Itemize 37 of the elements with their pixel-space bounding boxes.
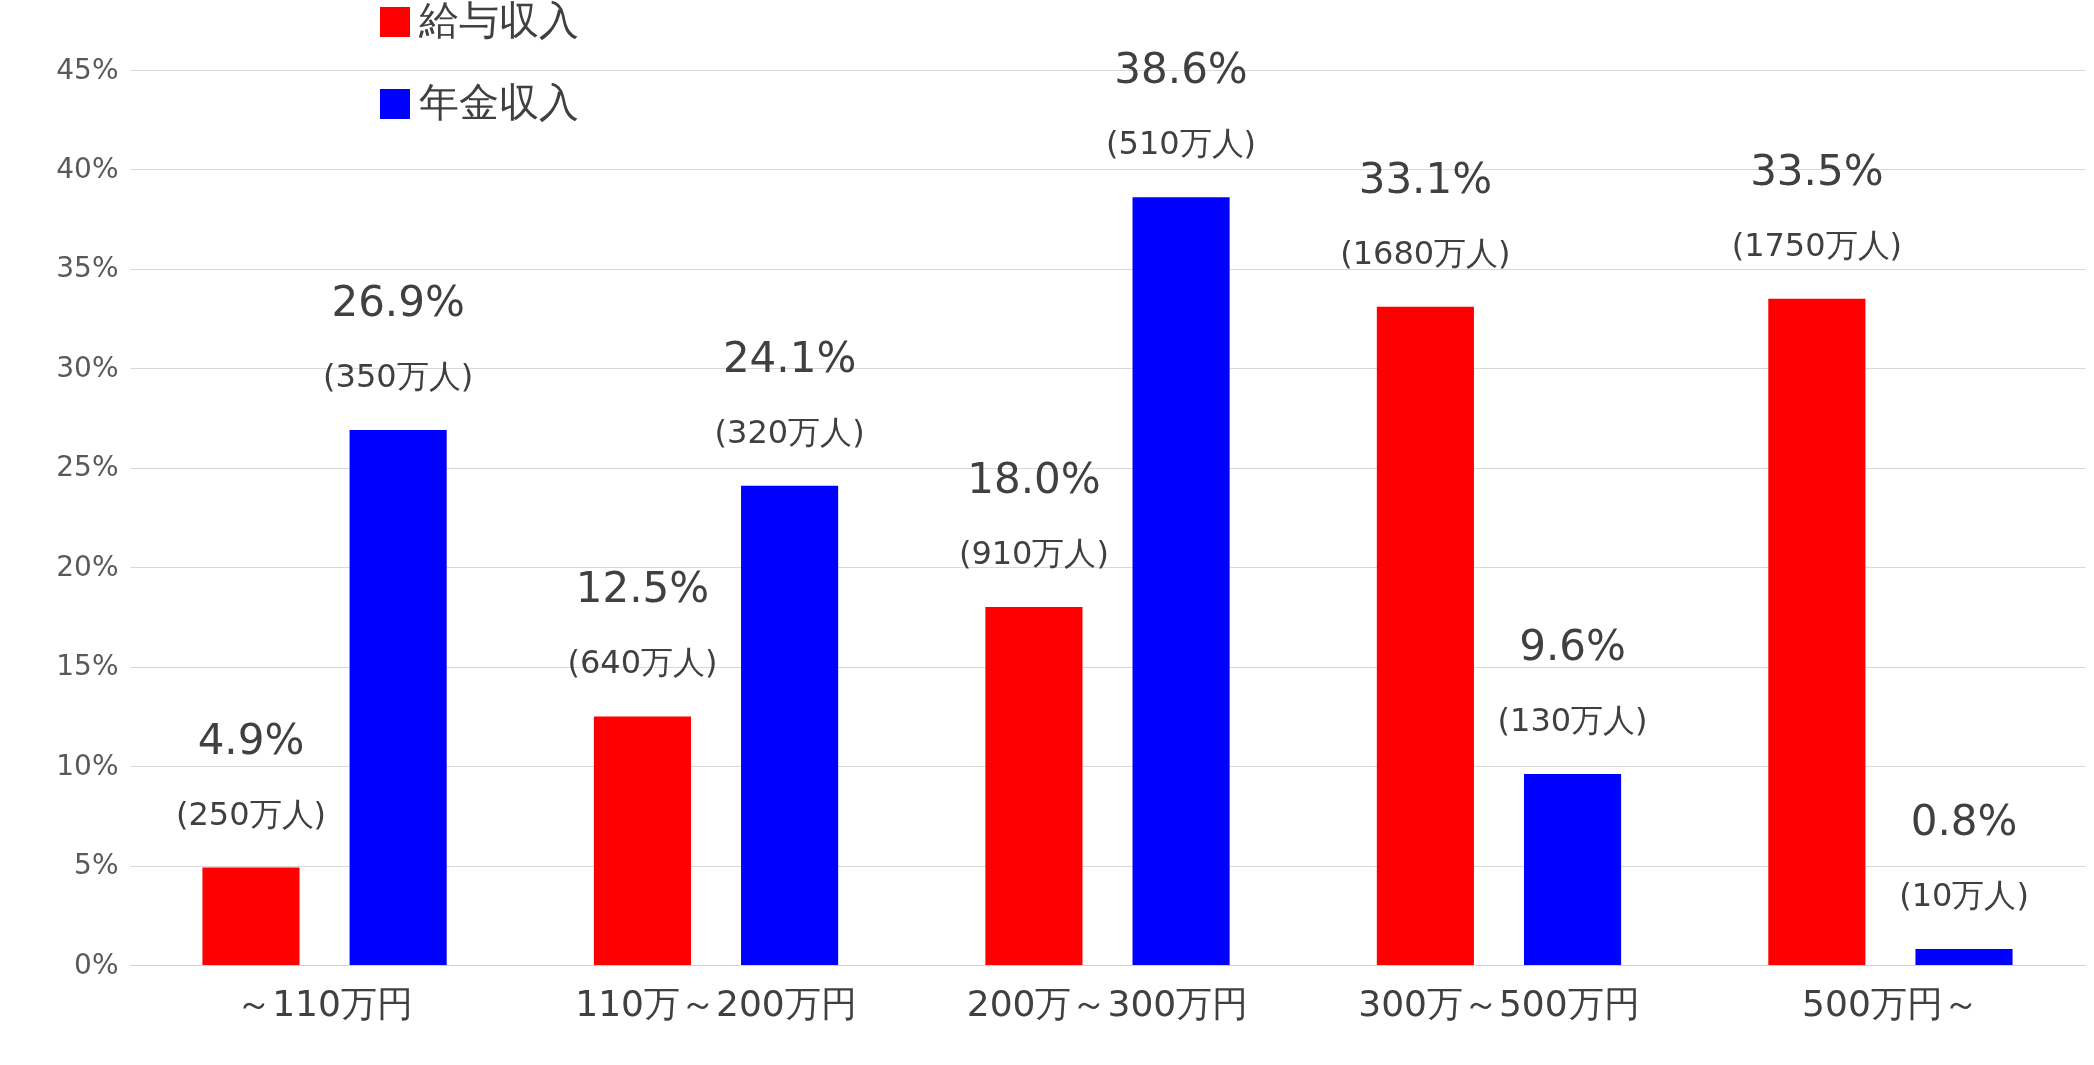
bar (202, 867, 300, 965)
text: 0.8% (10万人) (1899, 796, 2029, 915)
bar (1523, 774, 1622, 965)
text: 18.0% (910万人) (958, 454, 1109, 572)
y-tick-label: 15% (56, 649, 119, 683)
bar (1132, 197, 1230, 965)
y-tick-label: 30% (56, 350, 119, 384)
x-tick-label: 200万～300万円 (966, 982, 1249, 1024)
y-tick-label: 25% (56, 450, 119, 484)
y-tick-label: 20% (56, 549, 119, 583)
text: 26.9% (350万人) (323, 276, 474, 395)
y-tick-label: 10% (56, 748, 119, 782)
bar (349, 429, 447, 965)
text: 33.5% (1750万人) (1731, 145, 1903, 264)
text: 12.5% (640万人) (567, 563, 718, 682)
x-tick-label: 300万～500万円 (1358, 982, 1640, 1024)
bar (985, 607, 1083, 965)
y-tick-label: 40% (56, 151, 119, 185)
bar (1915, 949, 2013, 965)
text: 33.1% (1680万人) (1340, 153, 1511, 272)
x-tick-label: ～110万円 (236, 982, 413, 1024)
text: 4.9% (250万人) (175, 714, 327, 833)
legend-label: 年金収入 (419, 79, 579, 125)
bar (741, 485, 839, 965)
x-tick-label: 500万円～ (1802, 982, 1979, 1024)
y-tick-label: 0% (74, 947, 119, 981)
text: 24.1% (320万人) (714, 332, 865, 451)
legend-label: 給与収入 (418, 0, 579, 43)
y-tick-label: 45% (56, 52, 119, 86)
bar (1768, 298, 1866, 965)
bar (593, 716, 692, 965)
y-tick-label: 35% (56, 251, 119, 285)
x-tick-label: 110万～200万円 (575, 982, 857, 1024)
y-tick-label: 5% (74, 848, 119, 882)
text: 38.6% (510万人) (1106, 44, 1257, 163)
bar (1376, 306, 1474, 965)
text: 9.6% (130万人) (1497, 621, 1648, 740)
